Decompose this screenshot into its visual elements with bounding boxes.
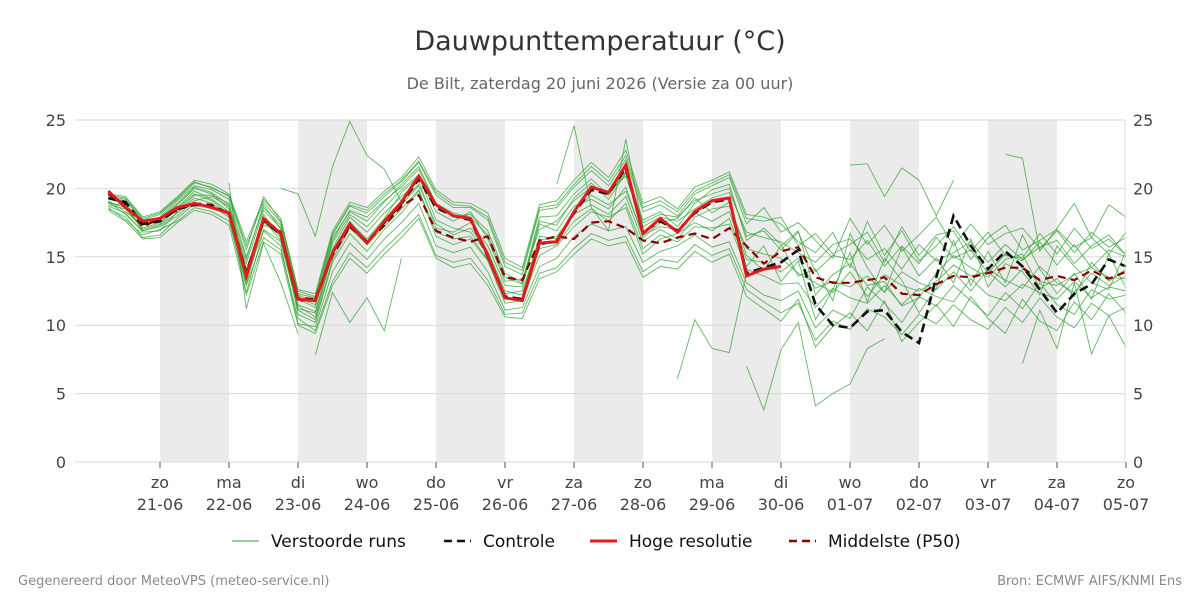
member-run-line — [108, 188, 1127, 321]
x-tick-day: ma — [216, 473, 241, 492]
shaded-band — [850, 120, 919, 462]
hoge-resolutie-line-group — [107, 161, 782, 303]
x-tick-day: zo — [151, 473, 169, 492]
member-run-line — [314, 258, 402, 356]
legend-label-controle: Controle — [483, 532, 555, 552]
axes: 0 0 5 5 10 10 15 15 20 20 25 25 zo 21-06 ma 22-06 di 23-0… — [46, 111, 1154, 514]
x-tick-day: vr — [497, 473, 513, 492]
y-tick-label-right: 15 — [1133, 248, 1153, 267]
member-run-line — [556, 125, 644, 232]
p50-line-group — [107, 192, 1127, 301]
x-tick-date: 01-07 — [827, 495, 874, 514]
chart-title: Dauwpunttemperatuur (°C) — [414, 26, 785, 57]
legend-label-p50: Middelste (P50) — [828, 532, 961, 552]
member-run-line — [1005, 153, 1127, 253]
x-tick-date: 25-06 — [413, 495, 460, 514]
x-tick-day: di — [291, 473, 306, 492]
x-tick-date: 24-06 — [344, 495, 391, 514]
member-lines — [108, 120, 1127, 412]
legend-label-members: Verstoorde runs — [271, 532, 406, 552]
y-tick-label-left: 5 — [56, 385, 66, 404]
member-run-line — [108, 154, 1127, 298]
x-tick-date: 28-06 — [620, 495, 667, 514]
y-tick-label-right: 0 — [1133, 453, 1143, 472]
x-tick-date: 22-06 — [206, 495, 253, 514]
footer-left: Gegenereerd door MeteoVPS (meteo-service… — [18, 574, 329, 589]
member-run-line — [108, 158, 1127, 299]
x-tick-day: wo — [839, 473, 862, 492]
shaded-band — [712, 120, 781, 462]
x-tick-day: di — [774, 473, 789, 492]
x-tick-date: 29-06 — [689, 495, 736, 514]
member-run-line — [228, 182, 299, 334]
footer-right: Bron: ECMWF AIFS/KNMI Ens — [997, 574, 1182, 589]
x-tick-day: do — [426, 473, 446, 492]
shaded-band — [436, 120, 505, 462]
x-tick-day: ma — [699, 473, 724, 492]
y-tick-label-left: 20 — [46, 179, 66, 198]
controle-line — [107, 164, 1127, 346]
p50-line — [107, 192, 1127, 301]
shaded-band — [298, 120, 367, 462]
x-tick-date: 27-06 — [551, 495, 598, 514]
y-tick-label-left: 25 — [46, 111, 66, 130]
x-tick-day: zo — [634, 473, 652, 492]
shaded-band — [160, 120, 229, 462]
member-run-line — [108, 207, 1127, 342]
member-run-line — [677, 273, 747, 379]
legend: Verstoorde runs Controle Hoge resolutie Mid… — [232, 532, 961, 552]
legend-label-hoge_resolutie: Hoge resolutie — [629, 532, 753, 552]
y-tick-label-right: 10 — [1133, 316, 1153, 335]
hoge-resolutie-line — [107, 161, 782, 303]
x-tick-date: 04-07 — [1034, 495, 1081, 514]
y-tick-label-left: 10 — [46, 316, 66, 335]
y-tick-label-left: 0 — [56, 453, 66, 472]
x-tick-day: vr — [980, 473, 996, 492]
x-tick-day: za — [565, 473, 583, 492]
x-tick-day: wo — [356, 473, 379, 492]
x-tick-day: do — [909, 473, 929, 492]
y-tick-label-right: 5 — [1133, 385, 1143, 404]
member-run-line — [1022, 282, 1127, 364]
member-run-line — [280, 120, 420, 238]
x-tick-date: 26-06 — [482, 495, 529, 514]
x-tick-date: 03-07 — [965, 495, 1012, 514]
x-tick-day: zo — [1117, 473, 1135, 492]
shaded-band — [988, 120, 1057, 462]
x-tick-day: za — [1048, 473, 1066, 492]
x-tick-date: 30-06 — [758, 495, 805, 514]
member-run-line — [849, 163, 954, 217]
y-tick-label-right: 20 — [1133, 179, 1153, 198]
y-tick-label-left: 15 — [46, 248, 66, 267]
gridlines — [75, 119, 1125, 463]
member-run-line — [746, 321, 885, 412]
x-tick-date: 02-07 — [896, 495, 943, 514]
member-run-line — [108, 149, 1127, 295]
y-tick-label-right: 25 — [1133, 111, 1153, 130]
x-tick-date: 21-06 — [137, 495, 184, 514]
controle-line-group — [107, 164, 1127, 346]
member-run-line — [108, 209, 1127, 348]
x-tick-date: 05-07 — [1103, 495, 1150, 514]
member-run-line — [108, 175, 1127, 313]
chart-subtitle: De Bilt, zaterdag 20 juni 2026 (Versie z… — [407, 74, 794, 93]
x-tick-date: 23-06 — [275, 495, 322, 514]
member-run-line — [108, 202, 1127, 329]
